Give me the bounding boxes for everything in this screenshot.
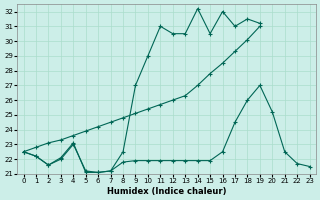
X-axis label: Humidex (Indice chaleur): Humidex (Indice chaleur): [107, 187, 226, 196]
